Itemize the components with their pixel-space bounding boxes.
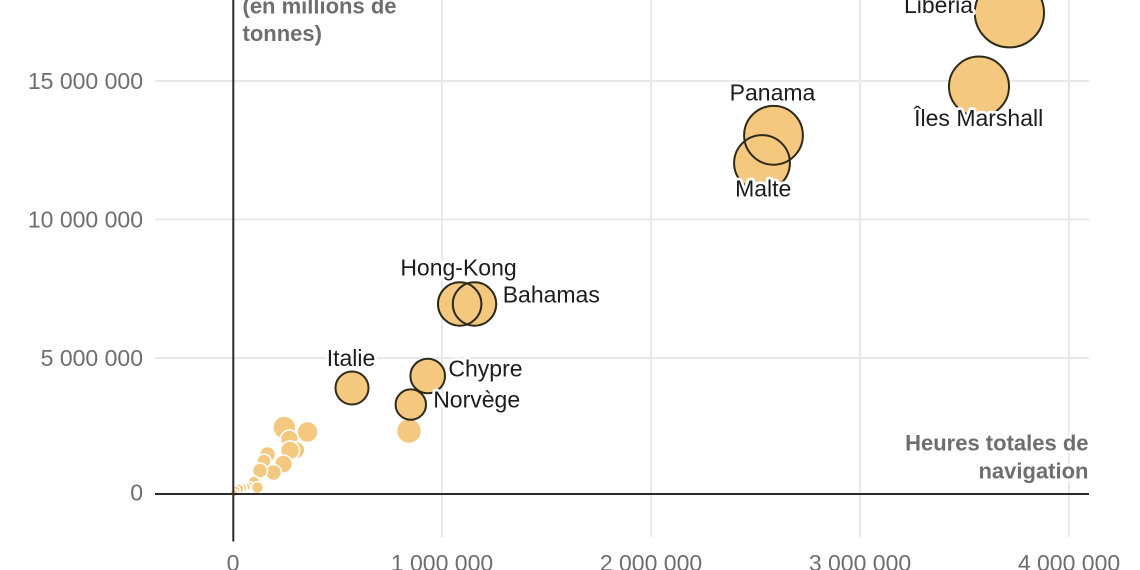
svg-text:10 000 000: 10 000 000 [28,207,143,233]
svg-text:Chypre: Chypre [448,356,522,382]
svg-text:5 000 000: 5 000 000 [41,345,143,371]
svg-text:4 000 000: 4 000 000 [1018,550,1120,570]
svg-text:Îles Marshall: Îles Marshall [913,105,1043,131]
svg-text:3 000 000: 3 000 000 [809,550,911,570]
svg-text:Heures totales de: Heures totales de [905,430,1088,455]
svg-text:tonnes): tonnes) [243,21,322,46]
svg-text:(en millions de: (en millions de [243,0,397,18]
svg-text:0: 0 [227,550,240,570]
svg-text:Libéria: Libéria [904,0,973,18]
svg-text:0: 0 [130,480,143,506]
svg-text:15 000 000: 15 000 000 [28,68,143,94]
svg-text:Norvège: Norvège [433,387,520,413]
svg-text:Italie: Italie [327,345,376,371]
svg-text:Panama: Panama [730,80,816,106]
svg-text:1 000 000: 1 000 000 [391,550,493,570]
svg-text:Bahamas: Bahamas [503,282,600,308]
svg-text:navigation: navigation [978,459,1088,484]
svg-text:Hong-Kong: Hong-Kong [400,255,516,281]
svg-text:2 000 000: 2 000 000 [600,550,702,570]
svg-text:Malte: Malte [735,176,791,202]
